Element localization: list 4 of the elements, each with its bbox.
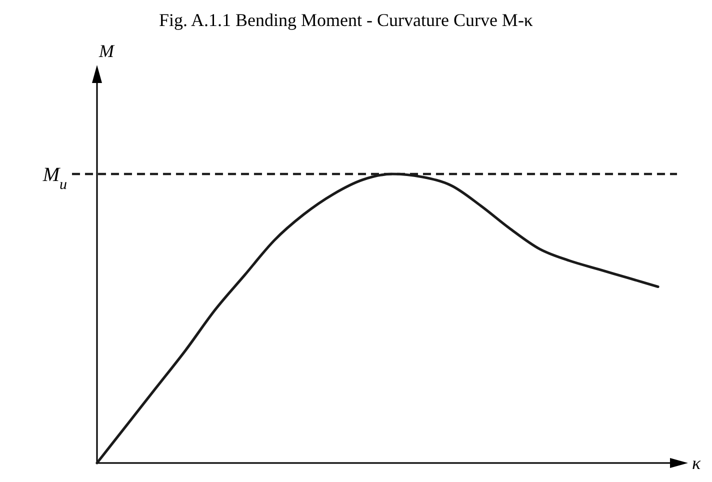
chart-title: Fig. A.1.1 Bending Moment - Curvature Curve M-κ: [158, 10, 534, 30]
text: M: [98, 41, 115, 61]
ref-line-label: M$_{u}$: [42, 164, 67, 193]
x-axis-title: κ: [692, 453, 701, 473]
